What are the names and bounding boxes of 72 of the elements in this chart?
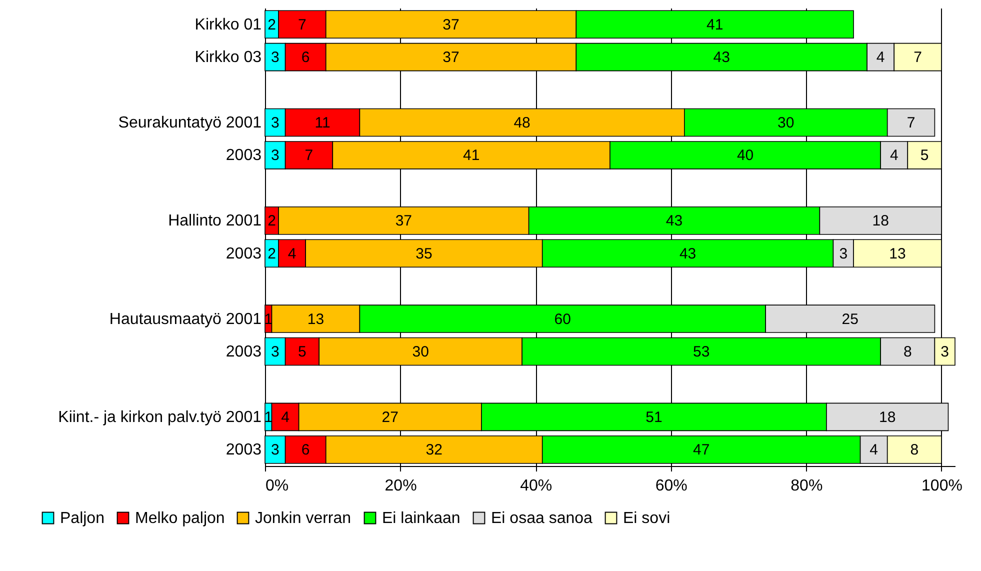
- data-label: 4: [870, 442, 878, 459]
- data-label: 37: [395, 212, 412, 230]
- data-label: 11: [314, 114, 330, 132]
- data-label: 30: [778, 114, 794, 132]
- y-tick-label: Kirkko 01: [194, 16, 262, 34]
- legend-label: Paljon: [60, 510, 104, 527]
- y-tick-label: 2003: [226, 344, 262, 360]
- data-label: 25: [842, 310, 858, 328]
- data-label: 4: [281, 408, 290, 426]
- y-tick-label: Seurakuntatyö 2001: [118, 114, 262, 132]
- data-label: 3: [270, 147, 280, 164]
- data-label: 53: [692, 344, 710, 360]
- y-tick-label: 2003: [226, 442, 262, 459]
- data-label: 4: [288, 245, 296, 262]
- data-label: 3: [270, 442, 280, 459]
- data-label: 40: [736, 147, 754, 164]
- data-label: 13: [889, 245, 906, 262]
- data-label: 47: [692, 442, 710, 459]
- legend-label: Ei lainkaan: [382, 510, 460, 527]
- data-label: 37: [442, 49, 460, 66]
- data-label: 5: [920, 147, 929, 164]
- data-label: 7: [914, 49, 922, 66]
- x-tick-label: 100%: [922, 478, 962, 494]
- data-label: 35: [416, 245, 432, 262]
- y-tick-label: 2003: [226, 147, 262, 164]
- data-label: 43: [713, 49, 730, 66]
- legend-label: Jonkin verran: [255, 510, 352, 527]
- data-label: 7: [298, 16, 306, 34]
- legend-label: Ei osaa sanoa: [491, 510, 593, 527]
- data-label: 3: [270, 49, 280, 66]
- data-label: 8: [903, 344, 912, 360]
- data-label: 7: [304, 147, 314, 164]
- y-tick-label: 2003: [226, 245, 262, 262]
- data-label: 4: [876, 49, 885, 66]
- data-label: 7: [906, 114, 916, 132]
- y-tick-label: Kiint.- ja kirkon palv.työ 2001: [58, 408, 262, 426]
- data-label: 41: [706, 16, 724, 34]
- data-label: 32: [426, 442, 442, 459]
- data-label: 2: [268, 16, 276, 34]
- x-tick-label: 0%: [266, 478, 289, 494]
- y-tick-label: Hautausmaatyö 2001: [109, 310, 262, 328]
- x-tick-label: 80%: [790, 478, 823, 494]
- data-label: 8: [910, 442, 919, 459]
- y-tick-label: Kirkko 03: [194, 49, 262, 66]
- data-label: 13: [307, 310, 324, 328]
- data-label: 6: [301, 49, 310, 66]
- data-label: 60: [554, 310, 571, 328]
- data-label: 3: [940, 344, 950, 360]
- data-label: 2: [268, 245, 276, 262]
- data-label: 43: [679, 245, 696, 262]
- data-label: 2: [268, 212, 276, 230]
- data-label: 27: [382, 408, 398, 426]
- data-label: 30: [412, 344, 429, 360]
- data-label: 51: [646, 408, 662, 426]
- y-tick-label: Hallinto 2001: [168, 212, 262, 230]
- data-label: 18: [879, 408, 896, 426]
- data-label: 3: [270, 344, 280, 360]
- data-label: 3: [839, 245, 848, 262]
- legend-label: Ei sovi: [623, 510, 670, 527]
- data-label: 18: [872, 212, 889, 230]
- data-label: 6: [301, 442, 310, 459]
- data-label: 48: [514, 114, 530, 132]
- data-label: 41: [462, 147, 480, 164]
- legend-label: Melko paljon: [135, 510, 225, 527]
- data-label: 5: [298, 344, 306, 360]
- x-tick-label: 60%: [655, 478, 688, 494]
- data-label: 43: [666, 212, 683, 230]
- x-tick-label: 20%: [384, 478, 417, 494]
- data-label: 4: [890, 147, 898, 164]
- data-label: 3: [270, 114, 280, 132]
- data-label: 37: [442, 16, 460, 34]
- x-tick-label: 40%: [520, 478, 552, 494]
